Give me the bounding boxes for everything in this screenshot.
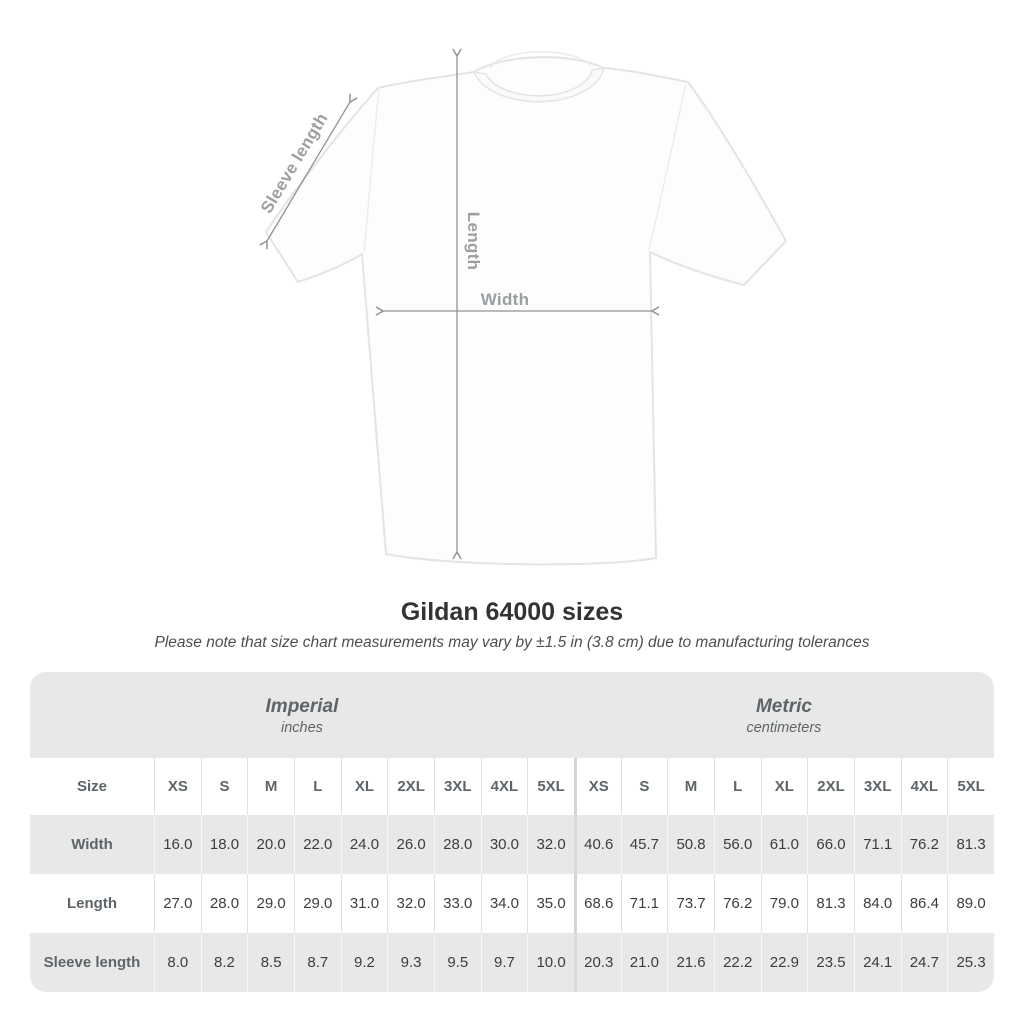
value-cell: 61.0 — [760, 815, 808, 874]
value-cell: 10.0 — [527, 933, 574, 992]
value-cell: 40.6 — [573, 815, 621, 874]
value-cell: 22.9 — [760, 933, 808, 992]
size-column-header: Size — [30, 758, 154, 815]
imperial-group-unit: inches — [280, 719, 323, 736]
value-cell: 71.1 — [853, 815, 901, 874]
value-cell: 9.5 — [433, 933, 481, 992]
width-label: Width — [481, 290, 530, 309]
width-row: Width 16.0 18.0 20.0 22.0 24.0 26.0 28.0 30.0 32… — [30, 815, 994, 874]
value-cell: 81.3 — [947, 815, 994, 874]
value-cell: 24.0 — [340, 815, 388, 874]
value-cell: 76.2 — [900, 815, 948, 874]
metric-group-name: Metric — [755, 696, 812, 718]
size-header-imperial-xs: XS — [154, 758, 201, 815]
size-header-imperial-l: L — [293, 758, 341, 815]
value-cell: 22.0 — [293, 815, 341, 874]
value-cell: 29.0 — [293, 874, 341, 933]
value-cell: 84.0 — [853, 874, 901, 933]
value-cell: 68.6 — [573, 874, 621, 933]
value-cell: 21.6 — [667, 933, 714, 992]
value-cell: 9.7 — [480, 933, 528, 992]
page-title: Gildan 64000 sizes — [400, 598, 624, 626]
imperial-group-name: Imperial — [265, 696, 339, 718]
value-cell: 9.3 — [387, 933, 434, 992]
value-cell: 33.0 — [433, 874, 481, 933]
value-cell: 8.5 — [247, 933, 294, 992]
value-cell: 18.0 — [200, 815, 248, 874]
size-table-card: Imperial inches Metric centimeters Size … — [30, 672, 994, 992]
value-cell: 81.3 — [807, 874, 854, 933]
value-cell: 56.0 — [713, 815, 761, 874]
value-cell: 21.0 — [620, 933, 668, 992]
value-cell: 9.2 — [340, 933, 388, 992]
value-cell: 29.0 — [247, 874, 294, 933]
tshirt-svg: Sleeve length Length Width — [257, 48, 787, 566]
value-cell: 34.0 — [480, 874, 528, 933]
size-header-imperial-2xl: 2XL — [387, 758, 434, 815]
value-cell: 35.0 — [527, 874, 574, 933]
value-cell: 71.1 — [620, 874, 668, 933]
tshirt-diagram: Sleeve length Length Width — [252, 28, 792, 588]
size-header-metric-m: M — [667, 758, 714, 815]
page-subtitle: Please note that size chart measurements… — [154, 634, 870, 651]
size-header-metric-s: S — [620, 758, 668, 815]
value-cell: 27.0 — [154, 874, 201, 933]
sleeve-length-arrow — [259, 93, 358, 250]
value-cell: 28.0 — [433, 815, 481, 874]
size-header-metric-xs: XS — [573, 758, 621, 815]
value-cell: 16.0 — [154, 815, 201, 874]
metric-group-header: Metric centimeters — [573, 672, 994, 758]
unit-group-row: Imperial inches Metric centimeters — [30, 672, 994, 758]
value-cell: 31.0 — [340, 874, 388, 933]
imperial-group-header: Imperial inches — [30, 672, 574, 758]
collar — [472, 67, 605, 103]
value-cell: 20.3 — [573, 933, 621, 992]
length-row: Length 27.0 28.0 29.0 29.0 31.0 32.0 33.0 34.0 3… — [30, 874, 994, 933]
value-cell: 32.0 — [527, 815, 574, 874]
value-cell: 76.2 — [713, 874, 761, 933]
row-label-width: Width — [30, 815, 154, 874]
row-label-length: Length — [30, 874, 154, 933]
length-label: Length — [464, 212, 483, 270]
value-cell: 32.0 — [387, 874, 434, 933]
size-header-metric-5xl: 5XL — [947, 758, 994, 815]
value-cell: 79.0 — [760, 874, 808, 933]
size-header-imperial-m: M — [247, 758, 294, 815]
size-header-metric-3xl: 3XL — [853, 758, 901, 815]
size-header-imperial-4xl: 4XL — [480, 758, 528, 815]
value-cell: 89.0 — [947, 874, 994, 933]
value-cell: 24.1 — [853, 933, 901, 992]
value-cell: 30.0 — [480, 815, 528, 874]
value-cell: 28.0 — [200, 874, 248, 933]
size-header-imperial-5xl: 5XL — [527, 758, 574, 815]
value-cell: 8.2 — [200, 933, 248, 992]
value-cell: 86.4 — [900, 874, 948, 933]
value-cell: 22.2 — [713, 933, 761, 992]
size-header-metric-2xl: 2XL — [807, 758, 854, 815]
size-header-row: Size XS S M L XL 2XL 3XL 4XL 5XL XS S M L XL 2XL 3XL 4XL… — [30, 758, 994, 815]
sleeve-length-row: Sleeve length 8.0 8.2 8.5 8.7 9.2 9.3 9.5 9.7 10… — [30, 933, 994, 992]
value-cell: 50.8 — [667, 815, 714, 874]
size-header-imperial-xl: XL — [340, 758, 388, 815]
size-header-metric-xl: XL — [760, 758, 808, 815]
value-cell: 73.7 — [667, 874, 714, 933]
row-label-sleeve-length: Sleeve length — [30, 933, 154, 992]
value-cell: 8.7 — [293, 933, 341, 992]
value-cell: 25.3 — [947, 933, 994, 992]
size-header-metric-4xl: 4XL — [900, 758, 948, 815]
value-cell: 26.0 — [387, 815, 434, 874]
metric-group-unit: centimeters — [746, 719, 822, 736]
size-table: Imperial inches Metric centimeters Size … — [30, 672, 994, 992]
value-cell: 20.0 — [247, 815, 294, 874]
size-header-imperial-3xl: 3XL — [433, 758, 481, 815]
value-cell: 45.7 — [620, 815, 668, 874]
value-cell: 66.0 — [807, 815, 854, 874]
value-cell: 24.7 — [900, 933, 948, 992]
value-cell: 23.5 — [807, 933, 854, 992]
size-header-imperial-s: S — [200, 758, 248, 815]
size-header-metric-l: L — [713, 758, 761, 815]
value-cell: 8.0 — [154, 933, 201, 992]
